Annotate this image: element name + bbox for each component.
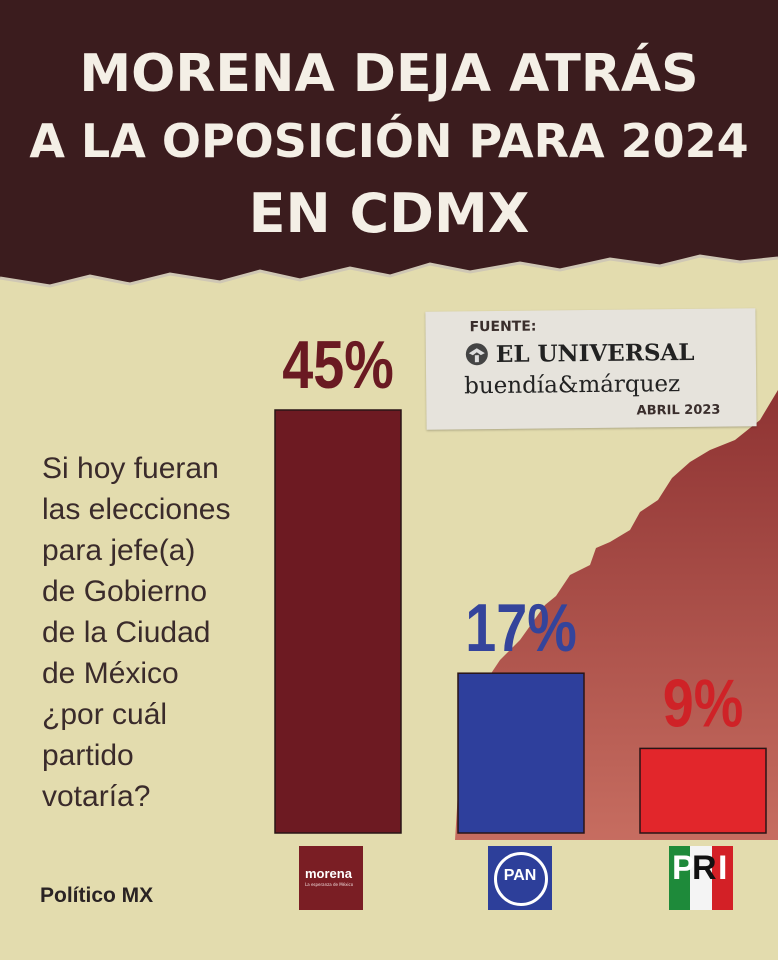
pri-logo-letter-p: P [672,849,695,887]
bar-pan [457,672,585,834]
brand-logo: Político MX [40,884,154,907]
morena-logo-slogan: La esperanza de México [305,882,354,887]
source-publisher: EL UNIVERSAL [464,339,695,368]
pri-logo-letter-r: R [692,849,717,887]
source-note: FUENTE: EL UNIVERSAL buendía&márquez ABR… [425,308,757,430]
pri-logo: P R I [669,846,733,910]
morena-logo-text: morena [305,866,352,881]
question-line: de México [42,657,179,690]
morena-logo: morena La esperanza de México [299,846,363,910]
question-line: de Gobierno [42,575,208,608]
header-banner: MORENA DEJA ATRÁS A LA OPOSICIÓN PARA 20… [0,0,778,290]
question-line: partido [42,739,134,772]
pan-logo: PAN [488,846,552,910]
question-line: Si hoy fueran [42,452,219,485]
survey-question: Si hoy fueran las elecciones para jefe(a… [42,448,262,817]
title-line-1: MORENA DEJA ATRÁS [79,44,699,104]
question-line: las elecciones [42,493,231,526]
question-line: para jefe(a) [42,534,196,567]
bar-pri [639,747,767,834]
question-line: votaría? [42,780,151,813]
title-line-2: A LA OPOSICIÓN PARA 2024 [29,114,749,168]
pri-logo-letter-i: I [718,849,728,887]
question-line: de la Ciudad [42,616,211,649]
question-line: ¿por cuál [42,698,168,731]
data-label-morena: 45% [282,328,394,403]
bar-morena [274,409,402,834]
data-label-pan: 17% [465,591,577,666]
title-line-3: EN CDMX [248,182,530,245]
pan-logo-ring [494,852,548,906]
pan-logo-text: PAN [503,867,537,884]
data-label-pri: 9% [663,666,744,741]
eagle-emblem-icon [465,343,488,366]
